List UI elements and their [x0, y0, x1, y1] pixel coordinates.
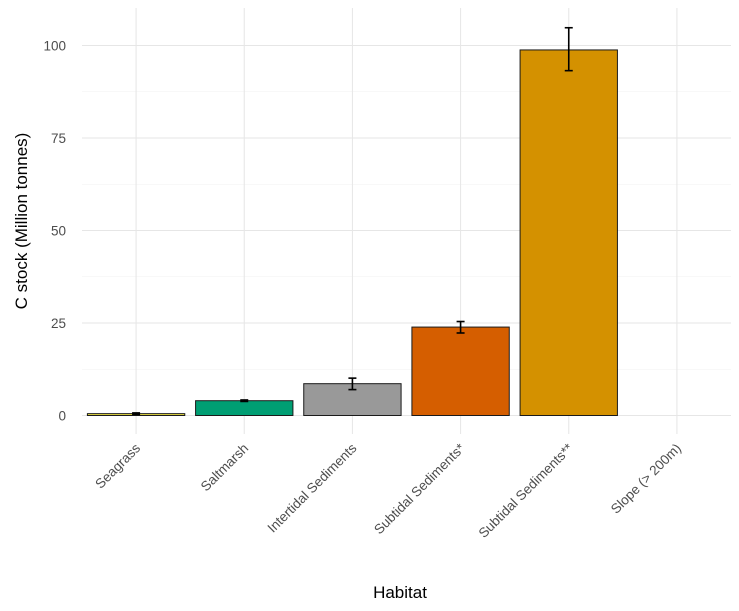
x-tick-label: Seagrass — [92, 440, 143, 491]
error-bar — [132, 412, 141, 416]
error-bars — [132, 26, 573, 416]
y-tick-label: 50 — [51, 224, 66, 239]
y-axis-ticks: 0 25 50 75 100 — [43, 39, 66, 424]
error-bar — [240, 399, 249, 403]
bar — [411, 326, 510, 417]
grid-lines — [82, 8, 731, 434]
x-axis-ticks: Seagrass Saltmarsh Intertidal Sediments Sub… — [92, 440, 684, 541]
bars — [86, 49, 618, 417]
error-bar — [456, 320, 465, 334]
y-tick-label: 100 — [43, 39, 66, 54]
y-axis-title: C stock (Million tonnes) — [12, 133, 31, 310]
bar — [519, 49, 618, 416]
bar — [195, 400, 294, 417]
y-tick-label: 25 — [51, 316, 66, 331]
x-tick-label: Subtidal Sediments* — [371, 440, 468, 537]
error-bar — [348, 377, 357, 391]
x-tick-label: Intertidal Sediments — [265, 440, 360, 535]
error-bar — [564, 26, 573, 72]
x-axis-title: Habitat — [373, 583, 427, 602]
x-tick-label: Saltmarsh — [198, 441, 252, 495]
y-tick-label: 0 — [58, 409, 66, 424]
x-tick-label: Slope (> 200m) — [608, 441, 684, 517]
x-tick-label: Subtidal Sediments** — [476, 440, 577, 541]
y-tick-label: 75 — [51, 131, 66, 146]
